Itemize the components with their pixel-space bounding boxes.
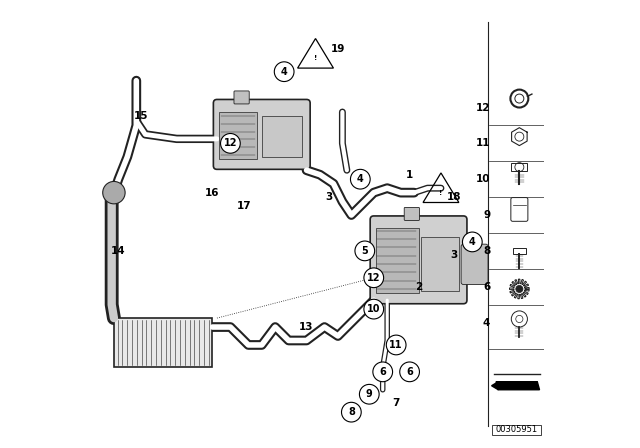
Circle shape [364,268,383,288]
Circle shape [463,232,482,252]
Text: 10: 10 [476,174,490,184]
Text: 6: 6 [483,282,490,292]
Text: 11: 11 [476,138,490,148]
Text: !: ! [314,55,317,61]
Text: 10: 10 [367,304,381,314]
FancyBboxPatch shape [234,91,249,104]
Circle shape [400,362,419,382]
FancyBboxPatch shape [461,244,488,284]
Circle shape [342,402,361,422]
Circle shape [275,62,294,82]
FancyBboxPatch shape [513,248,525,254]
Text: 9: 9 [366,389,372,399]
Text: 2: 2 [415,282,422,292]
Text: 16: 16 [205,188,220,198]
Text: 00305951: 00305951 [495,425,538,434]
Polygon shape [496,382,540,390]
FancyBboxPatch shape [262,116,302,157]
FancyBboxPatch shape [220,112,257,159]
Text: 4: 4 [357,174,364,184]
Text: 13: 13 [300,322,314,332]
Text: 8: 8 [348,407,355,417]
Text: 18: 18 [447,192,461,202]
Text: 14: 14 [111,246,125,256]
Text: 12: 12 [476,103,490,112]
Text: 5: 5 [362,246,368,256]
Circle shape [355,241,374,261]
Text: 4: 4 [281,67,287,77]
Circle shape [364,299,383,319]
Circle shape [221,134,240,153]
FancyBboxPatch shape [370,216,467,304]
Text: 4: 4 [469,237,476,247]
Polygon shape [492,382,499,390]
Text: 11: 11 [389,340,403,350]
Text: 4: 4 [483,318,490,327]
FancyBboxPatch shape [511,163,527,171]
Text: 12: 12 [367,273,381,283]
Text: 6: 6 [406,367,413,377]
FancyBboxPatch shape [493,425,541,435]
Text: 17: 17 [237,201,251,211]
Circle shape [516,285,523,293]
Circle shape [360,384,379,404]
Text: 1: 1 [406,170,413,180]
Circle shape [103,181,125,204]
Text: 9: 9 [483,210,490,220]
Text: 8: 8 [483,246,490,256]
Circle shape [373,362,392,382]
Text: 3: 3 [451,250,458,260]
Circle shape [351,169,370,189]
Text: 15: 15 [134,112,148,121]
FancyBboxPatch shape [114,318,212,367]
FancyBboxPatch shape [511,198,528,221]
Text: 12: 12 [223,138,237,148]
FancyBboxPatch shape [421,237,459,291]
Polygon shape [509,279,529,299]
Text: !: ! [439,190,443,196]
Text: 6: 6 [380,367,386,377]
Circle shape [387,335,406,355]
Text: 19: 19 [331,44,345,54]
Text: 7: 7 [392,398,400,408]
FancyBboxPatch shape [376,228,419,293]
Text: 3: 3 [325,192,333,202]
FancyBboxPatch shape [213,99,310,169]
FancyBboxPatch shape [404,207,419,220]
